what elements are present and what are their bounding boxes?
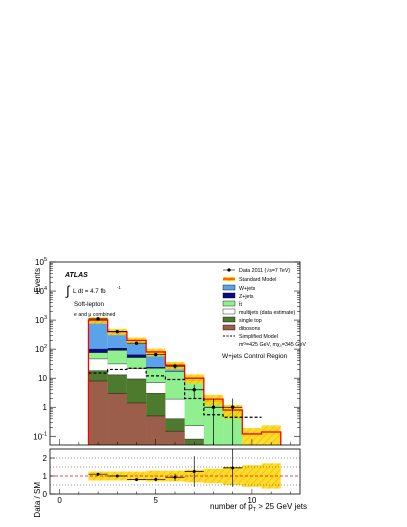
sm-uncertainty-band-7 bbox=[184, 374, 204, 384]
luminosity-label: L dt = 4.7 fb bbox=[73, 288, 106, 295]
y-tick-label-1: 1 bbox=[43, 403, 48, 412]
ratio-point-5 bbox=[154, 477, 158, 481]
data-point-5 bbox=[154, 352, 158, 357]
legend-ttbar: t̄t bbox=[239, 301, 243, 308]
ratio-y-tick-label-0: 0 bbox=[43, 490, 48, 499]
y-tick-base: 10 bbox=[35, 287, 44, 296]
data-point-2 bbox=[96, 317, 100, 321]
y-axis-title: Events bbox=[33, 268, 42, 292]
y-tick-label-0.1: 10-1 bbox=[33, 431, 47, 441]
legend-multijets: multijets (data estimate) bbox=[239, 310, 295, 316]
luminosity-exponent: -1 bbox=[117, 285, 121, 290]
y-tick-base: 10 bbox=[33, 432, 42, 441]
integral-symbol: ∫ bbox=[65, 283, 71, 298]
bar-dibosons-6 bbox=[165, 431, 185, 445]
atlas-label: ATLAS bbox=[64, 272, 88, 279]
legend-zjets: Z+jets bbox=[239, 294, 254, 300]
bar-dibosons-3 bbox=[107, 393, 127, 445]
x-axis-title: number of pT > 25 GeV jets bbox=[210, 502, 307, 513]
ratio-point-3 bbox=[115, 474, 119, 478]
ratio-point-6 bbox=[173, 475, 177, 479]
x-tick-label-10: 10 bbox=[247, 496, 256, 505]
ratio-y-tick-label-2: 2 bbox=[43, 454, 48, 463]
ratio-point-4 bbox=[135, 478, 139, 482]
ratio-panel: 0 1 2 0 5 10 bbox=[43, 448, 301, 505]
data-point-6 bbox=[173, 364, 177, 368]
y-tick-base: 10 bbox=[35, 316, 44, 325]
x-tick-label-5: 5 bbox=[154, 496, 159, 505]
channel-label: Soft-lepton bbox=[74, 301, 104, 308]
sm-uncertainty-band-10 bbox=[242, 428, 262, 445]
data-point-9 bbox=[230, 405, 235, 409]
legend-singletop: single top bbox=[239, 318, 262, 324]
legend: Data 2011 (√s=7 TeV) Standard Model W+je… bbox=[222, 267, 306, 348]
legend-wjets: W+jets bbox=[239, 286, 256, 292]
y-tick-base: 10 bbox=[35, 258, 44, 267]
combination-label: e and μ combined bbox=[74, 312, 115, 318]
sm-uncertainty-band-11 bbox=[261, 425, 281, 445]
y-tick-base: 10 bbox=[38, 374, 47, 383]
bar-dibosons-5 bbox=[146, 415, 166, 445]
ratio-y-tick-label-1: 1 bbox=[43, 472, 48, 481]
bar-dibosons-2 bbox=[88, 380, 108, 445]
ratio-point-7 bbox=[192, 470, 196, 473]
legend-swatch-singletop bbox=[222, 316, 236, 323]
region-label: W+jets Control Region bbox=[222, 353, 288, 360]
legend-swatch-wjets bbox=[222, 284, 236, 291]
x-axis-title-sub: T bbox=[253, 507, 257, 513]
legend-simplified: Simplified Model bbox=[239, 334, 278, 340]
ratio-uncertainty-band-8 bbox=[203, 468, 224, 484]
x-axis-title-tail: > 25 GeV jets bbox=[256, 502, 307, 511]
legend-data: Data 2011 (√s=7 TeV) bbox=[239, 267, 290, 274]
legend-swatch-ttbar bbox=[222, 300, 236, 307]
data-point-3 bbox=[115, 329, 120, 334]
y-tick-base: 10 bbox=[35, 345, 44, 354]
data-point-4 bbox=[134, 341, 139, 345]
y-tick-exponent: 5 bbox=[44, 257, 47, 263]
simplified-model-line bbox=[88, 367, 262, 418]
ratio-point-9 bbox=[231, 466, 235, 470]
y-tick-label-10000: 104 bbox=[35, 286, 47, 296]
y-tick-label-100: 102 bbox=[35, 344, 47, 354]
legend-dibosons: dibosons bbox=[239, 326, 261, 332]
data-point-8 bbox=[211, 405, 216, 409]
data-point-7 bbox=[192, 388, 196, 392]
ratio-uncertainty-band-2 bbox=[88, 471, 108, 481]
y-tick-label-100000: 105 bbox=[35, 257, 47, 267]
y-tick-base: 1 bbox=[43, 403, 48, 412]
ratio-y-axis-title: Data / SM bbox=[33, 482, 42, 518]
legend-swatch-dibosons bbox=[222, 324, 236, 331]
ratio-point-2 bbox=[96, 472, 100, 476]
bar-dibosons-4 bbox=[126, 402, 147, 445]
legend-sm: Standard Model bbox=[239, 277, 276, 283]
y-tick-exponent: 3 bbox=[44, 315, 47, 321]
legend-swatch-zjets bbox=[222, 292, 236, 299]
y-tick-exponent: -1 bbox=[42, 431, 47, 437]
y-tick-exponent: 2 bbox=[44, 344, 47, 350]
y-tick-label-10: 10 bbox=[38, 374, 47, 383]
x-tick-label-0: 0 bbox=[57, 496, 62, 505]
legend-swatch-multijets bbox=[222, 308, 236, 315]
y-tick-exponent: 4 bbox=[44, 286, 47, 292]
y-tick-label-1000: 103 bbox=[35, 315, 47, 325]
x-axis-title-main: number of p bbox=[210, 502, 253, 511]
legend-masses: mᴳ=425 GeV, mχ₀=345 GeV bbox=[239, 342, 306, 348]
